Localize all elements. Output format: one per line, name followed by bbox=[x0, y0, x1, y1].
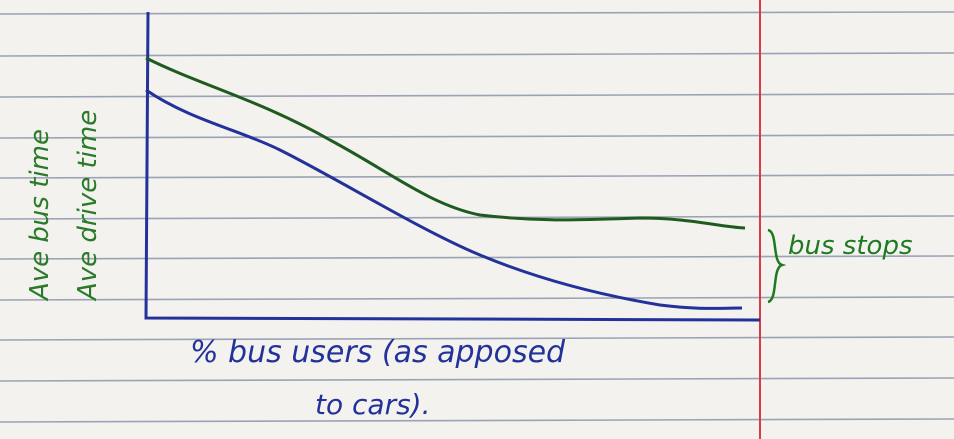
annotation: bus stops bbox=[788, 231, 913, 261]
page: {"sketch": { "y_axis_labels": ["Ave bus … bbox=[0, 0, 954, 439]
y-axis-label: Ave bus time bbox=[25, 129, 55, 302]
x-axis-label: % bus users (as apposed bbox=[190, 335, 566, 370]
notebook-photo: Ave bus time Ave drive time % bus users … bbox=[0, 0, 954, 439]
y-axis-label: Ave drive time bbox=[73, 110, 103, 302]
x-axis-label: to cars). bbox=[315, 388, 431, 421]
paper bbox=[0, 0, 954, 439]
